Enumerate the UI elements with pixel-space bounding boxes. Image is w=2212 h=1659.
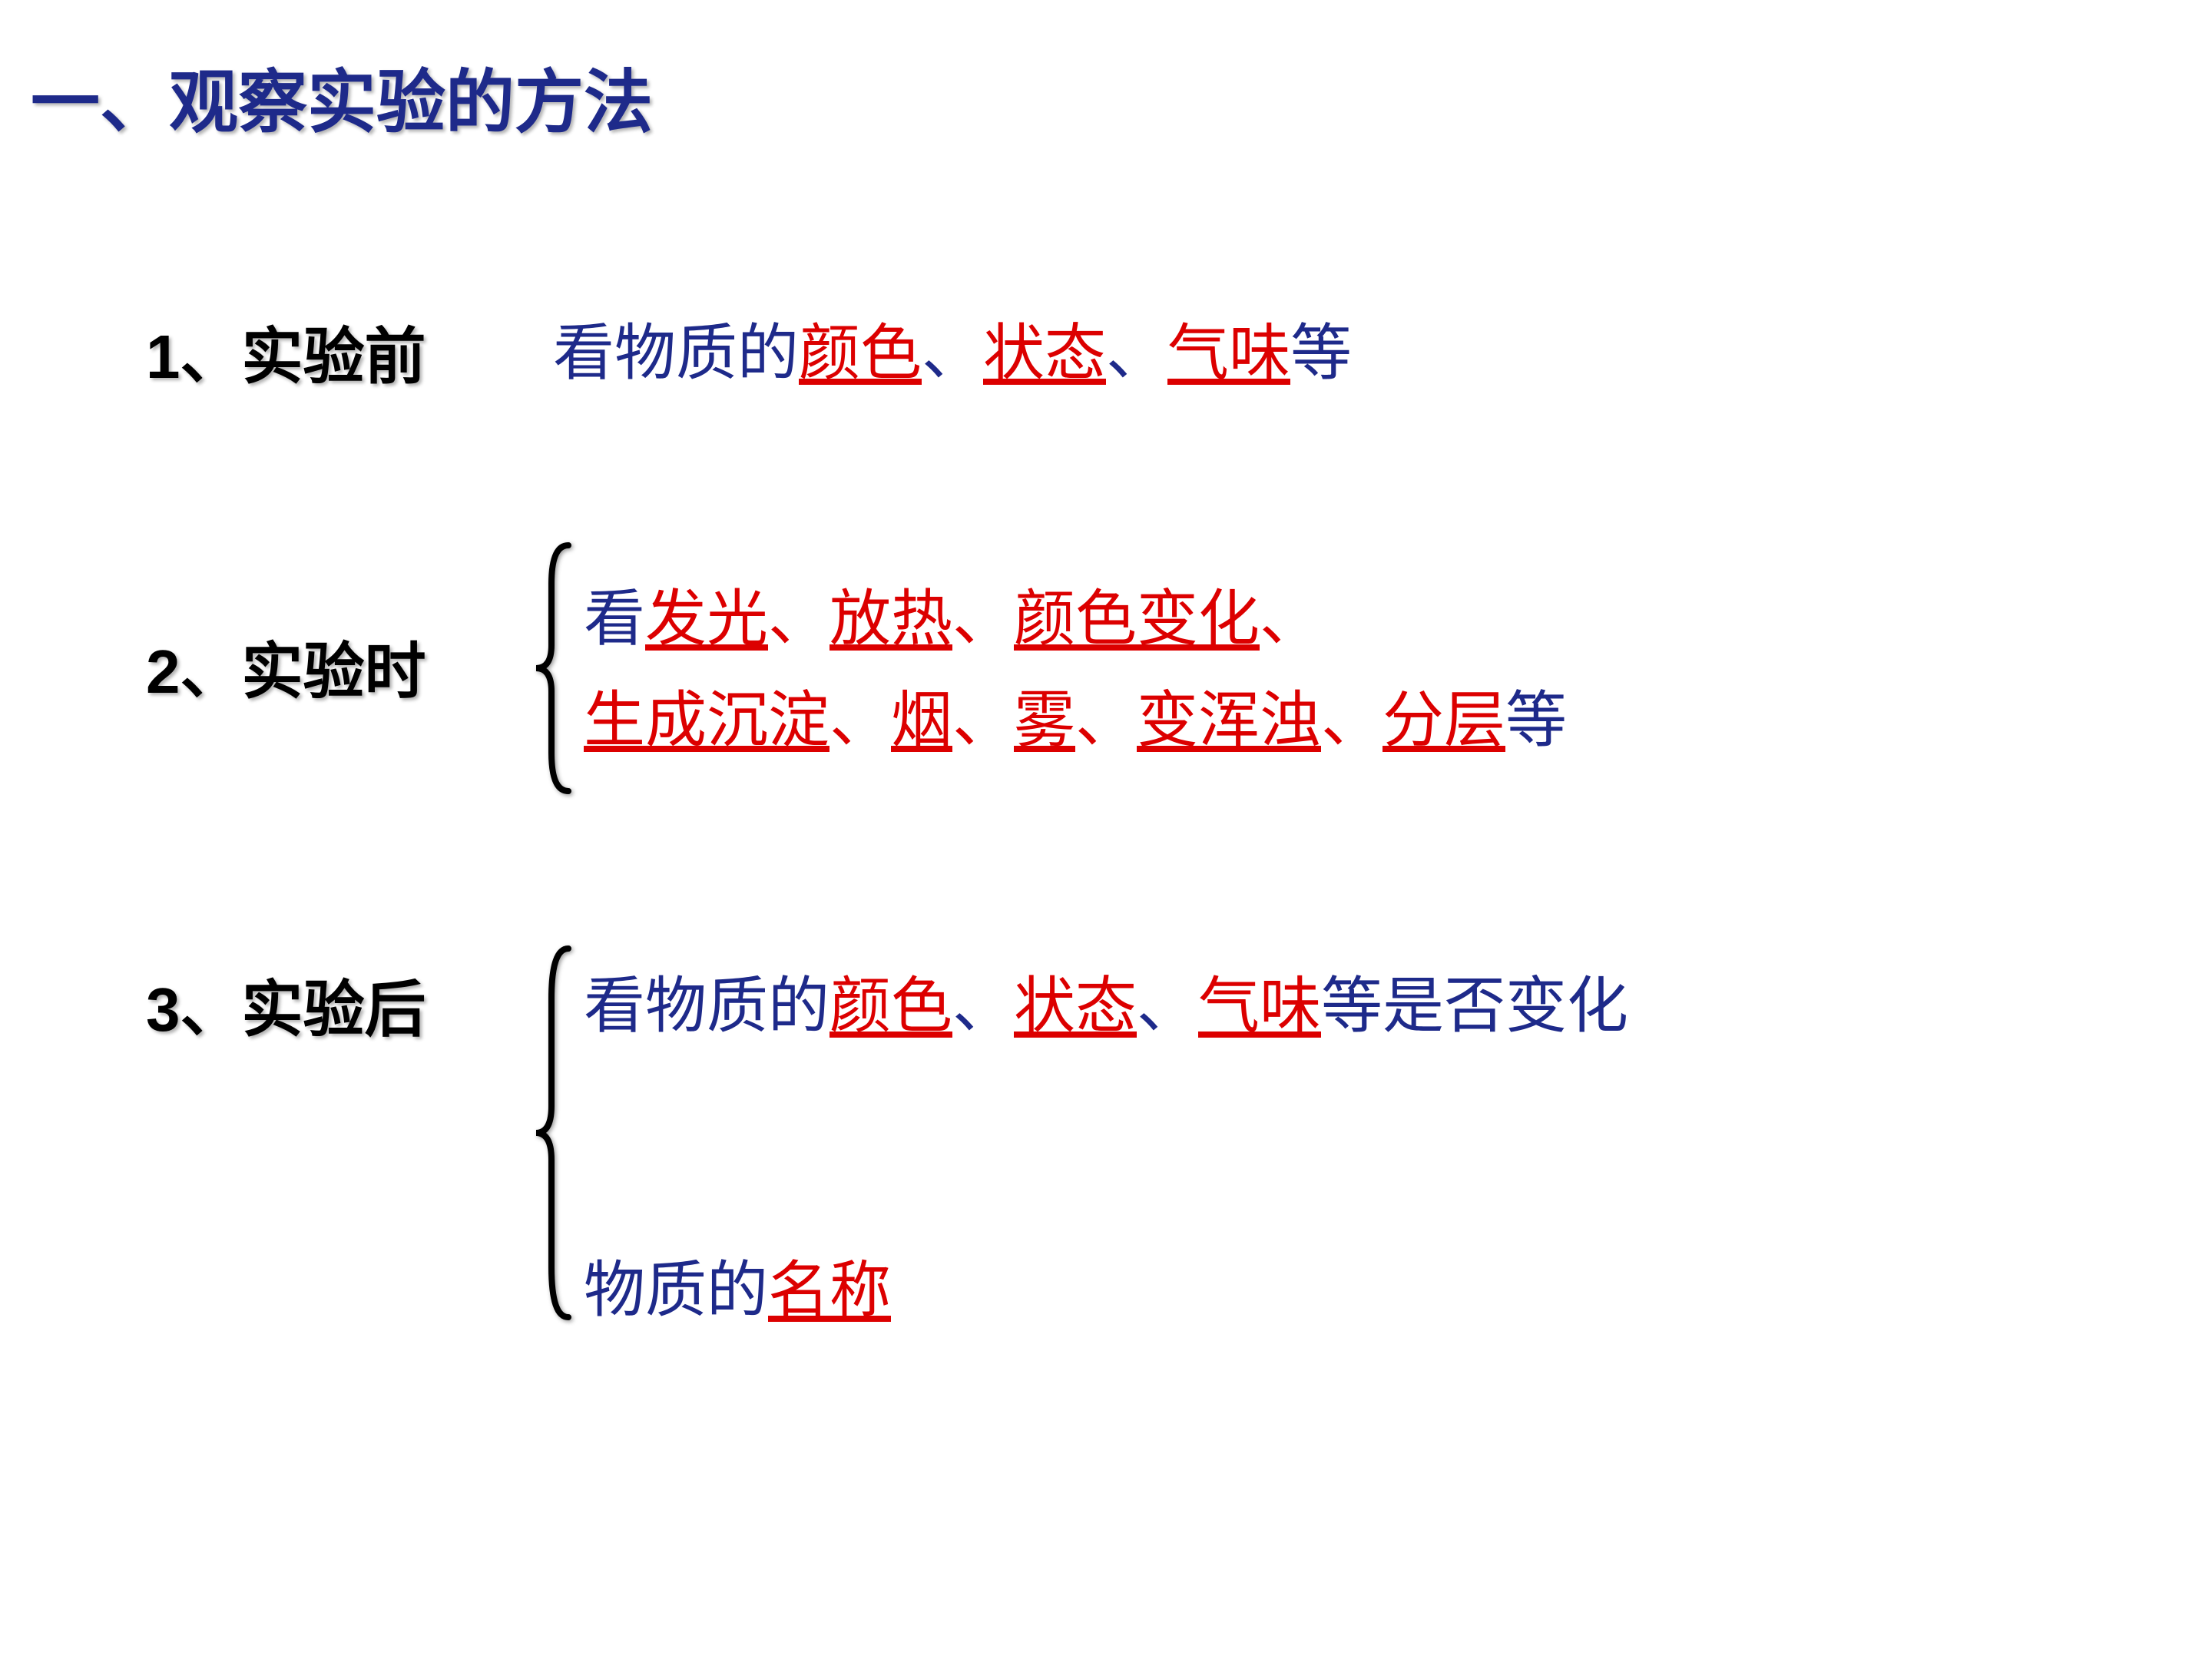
- s2-l2-kw-1: 烟: [891, 686, 952, 754]
- section-2: 2、实验时: [146, 584, 426, 711]
- section-2-label: 2、实验时: [146, 622, 426, 711]
- s2-l2-kw-4: 分层: [1382, 686, 1505, 754]
- brace-2-icon: [530, 538, 576, 799]
- s1-kw-1: 状态: [983, 319, 1106, 387]
- section-1-label: 1、实验前: [146, 307, 426, 396]
- section-1: 1、实验前: [146, 307, 426, 396]
- s2-l1-kw-1: 放热: [830, 584, 952, 653]
- s2-suffix: 等: [1505, 686, 1567, 754]
- s2-prefix: 看: [584, 584, 645, 653]
- section-1-content: 看物质的颜色、状态、气味等: [553, 307, 1352, 399]
- section-2-content: 看发光、放热、颜色变化、 生成沉淀、烟、雾、变浑浊、分层等: [584, 568, 1567, 771]
- s2-l1-kw-2: 颜色变化: [1014, 584, 1260, 653]
- s2-l1-sep-0: 、: [768, 584, 830, 653]
- s2-l2-kw-3: 变浑浊: [1137, 686, 1321, 754]
- s3-l1-kw-0: 颜色: [830, 972, 952, 1040]
- main-title: 一、观察实验的方法: [31, 46, 653, 146]
- s1-prefix: 看物质的: [553, 319, 799, 387]
- s2-l2-kw-2: 雾: [1014, 686, 1075, 754]
- s1-suffix: 等: [1290, 319, 1352, 387]
- section-3-label: 3、实验后: [146, 960, 426, 1049]
- s2-l1-sep-2: 、: [1260, 584, 1321, 653]
- section-3: 3、实验后: [146, 960, 426, 1049]
- brace-3-icon: [530, 937, 576, 1329]
- s3-l1-kw-2: 气味: [1198, 972, 1321, 1040]
- s2-l2-sep-0: 、: [830, 686, 891, 754]
- s2-l2-sep-3: 、: [1321, 686, 1382, 754]
- s3-l2-kw-0: 名称: [768, 1256, 891, 1324]
- s3-l2-prefix: 物质的: [584, 1256, 768, 1324]
- s2-l1-sep-1: 、: [952, 584, 1014, 653]
- s3-l1-prefix: 看物质的: [584, 972, 830, 1040]
- section-3-line2: 物质的名称: [584, 1244, 891, 1336]
- s1-sep-1: 、: [1106, 319, 1167, 387]
- s3-l1-sep-1: 、: [1137, 972, 1198, 1040]
- s3-l1-sep-0: 、: [952, 972, 1014, 1040]
- s1-sep-0: 、: [922, 319, 983, 387]
- s2-l2-kw-0: 生成沉淀: [584, 686, 830, 754]
- s2-l2-sep-1: 、: [952, 686, 1014, 754]
- s2-l2-sep-2: 、: [1075, 686, 1137, 754]
- s1-kw-0: 颜色: [799, 319, 922, 387]
- s3-l1-suffix: 等是否变化: [1321, 972, 1628, 1040]
- s1-kw-2: 气味: [1167, 319, 1290, 387]
- s3-l1-kw-1: 状态: [1014, 972, 1137, 1040]
- section-3-line1: 看物质的颜色、状态、气味等是否变化: [584, 960, 1628, 1052]
- s2-l1-kw-0: 发光: [645, 584, 768, 653]
